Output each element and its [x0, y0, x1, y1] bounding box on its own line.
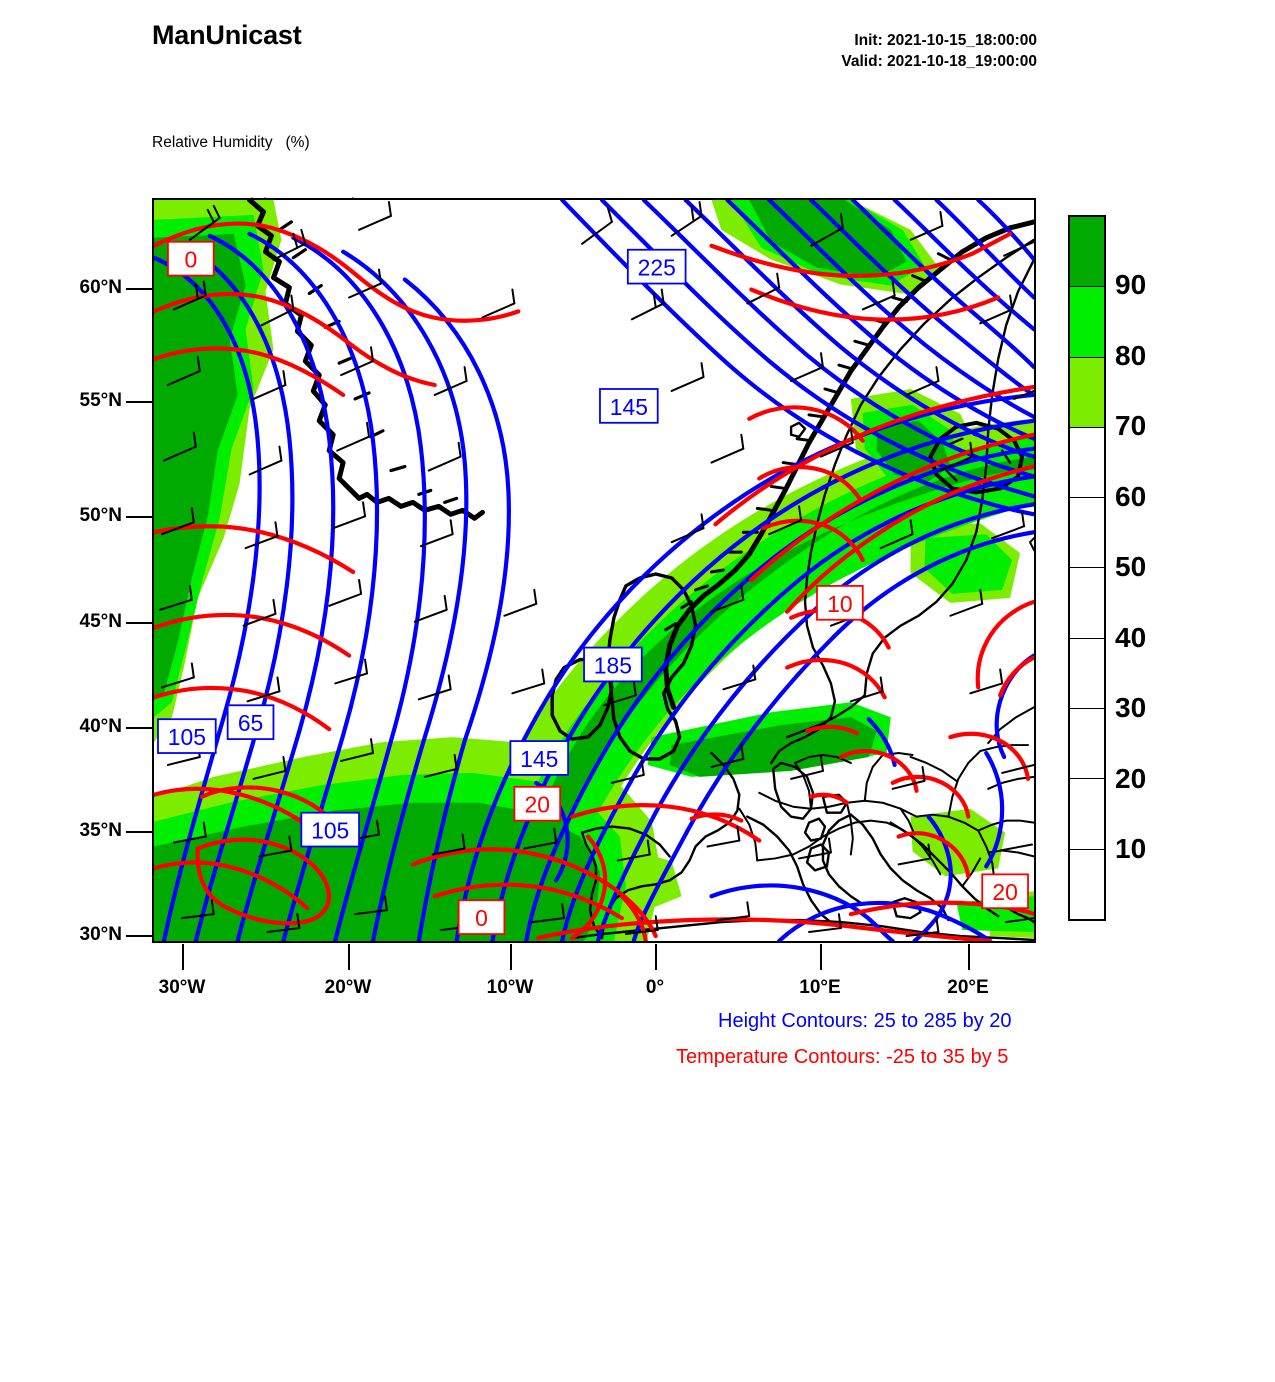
lon-tick-20e	[968, 944, 970, 970]
contour-label-group: 105 65 105 145 145	[157, 240, 1029, 935]
colorbar-label-40: 40	[1115, 622, 1147, 653]
lon-label-10w: 10°W	[486, 977, 534, 998]
lon-label-20w: 20°W	[324, 977, 372, 998]
svg-text:10: 10	[827, 591, 852, 617]
lat-tick-55	[126, 401, 152, 403]
humidity-colorbar	[1068, 215, 1106, 921]
weather-map-plot: 105 65 105 145 145	[152, 198, 1036, 943]
colorbar-cell-90-100	[1070, 217, 1104, 288]
svg-text:145: 145	[520, 746, 558, 772]
wind-barbs	[158, 200, 1034, 938]
lat-tick-35	[126, 831, 152, 833]
height-label-185: 185	[583, 646, 643, 683]
colorbar-label-80: 80	[1115, 340, 1147, 371]
temperature-label-20-atlantic: 20	[513, 785, 562, 822]
svg-text:0: 0	[184, 247, 197, 273]
lat-tick-50	[126, 516, 152, 518]
lat-tick-45	[126, 622, 152, 624]
lon-label-30w: 30°W	[158, 977, 206, 998]
colorbar-cell-60-70	[1070, 427, 1104, 499]
svg-text:105: 105	[311, 818, 349, 844]
height-label-65: 65	[226, 704, 275, 740]
lat-label-45: 45°N	[79, 611, 122, 632]
valid-time: Valid: 2021-10-18_19:00:00	[841, 53, 1037, 71]
lat-tick-30	[126, 935, 152, 937]
lon-label-10e: 10°E	[799, 977, 841, 998]
lon-label-20e: 20°E	[947, 977, 989, 998]
svg-text:145: 145	[610, 394, 648, 420]
lat-label-30: 30°N	[79, 924, 122, 945]
svg-text:225: 225	[638, 255, 676, 281]
map-canvas: 105 65 105 145 145	[154, 200, 1034, 941]
lat-label-50: 50°N	[79, 505, 122, 526]
height-label-145-north: 145	[599, 388, 659, 424]
height-label-105-south: 105	[300, 811, 360, 848]
temperature-contours	[154, 221, 1034, 941]
temperature-label-20-aegean: 20	[981, 873, 1029, 910]
height-label-105-west: 105	[157, 718, 217, 754]
lat-label-55: 55°N	[79, 390, 122, 411]
colorbar-cell-0-10	[1070, 849, 1104, 919]
lat-label-60: 60°N	[79, 277, 122, 298]
colorbar-label-50: 50	[1115, 551, 1147, 582]
lat-tick-40	[126, 727, 152, 729]
init-time: Init: 2021-10-15_18:00:00	[854, 32, 1037, 49]
colorbar-cell-80-90	[1070, 287, 1104, 358]
colorbar-cell-50-60	[1070, 498, 1104, 569]
lon-tick-0	[655, 944, 657, 970]
lat-label-35: 35°N	[79, 820, 122, 841]
svg-text:20: 20	[525, 792, 550, 818]
height-label-225: 225	[626, 248, 687, 285]
colorbar-label-20: 20	[1115, 763, 1147, 794]
temperature-label-10-scandinavia: 10	[816, 585, 864, 621]
lon-tick-20w	[348, 944, 350, 970]
colorbar-cell-30-40	[1070, 638, 1104, 710]
colorbar-label-60: 60	[1115, 481, 1147, 512]
temperature-label-0-norway: 0	[167, 240, 215, 277]
colorbar-label-10: 10	[1115, 833, 1147, 864]
temperature-contour-legend: Temperature Contours: -25 to 35 by 5	[676, 1046, 1009, 1068]
colorbar-cell-40-50	[1070, 568, 1104, 639]
colorbar-cell-70-80	[1070, 357, 1104, 428]
colorbar-cell-10-20	[1070, 779, 1104, 850]
colorbar-cell-20-30	[1070, 709, 1104, 780]
lon-label-0: 0°	[645, 977, 665, 998]
run-info: Init: 2021-10-15_18:00:00 Valid: 2021-10…	[841, 30, 1037, 73]
svg-text:0: 0	[475, 905, 488, 931]
svg-text:20: 20	[992, 879, 1017, 905]
height-label-145-iberia: 145	[509, 740, 570, 776]
page-title: ManUnicast	[152, 20, 302, 50]
colorbar-label-90: 90	[1115, 269, 1147, 300]
height-contour-legend: Height Contours: 25 to 285 by 20	[718, 1010, 1012, 1032]
svg-text:185: 185	[594, 652, 632, 678]
svg-text:105: 105	[168, 724, 206, 750]
lon-tick-10e	[820, 944, 822, 970]
temperature-label-0-morocco: 0	[457, 899, 506, 935]
lat-tick-60	[126, 288, 152, 290]
lon-tick-30w	[182, 944, 184, 970]
lat-label-40: 40°N	[79, 716, 122, 737]
lon-tick-10w	[510, 944, 512, 970]
field-relative-humidity: Relative Humidity (%)	[152, 134, 310, 152]
colorbar-label-30: 30	[1115, 692, 1147, 723]
svg-text:65: 65	[238, 710, 263, 736]
colorbar-label-70: 70	[1115, 410, 1147, 441]
